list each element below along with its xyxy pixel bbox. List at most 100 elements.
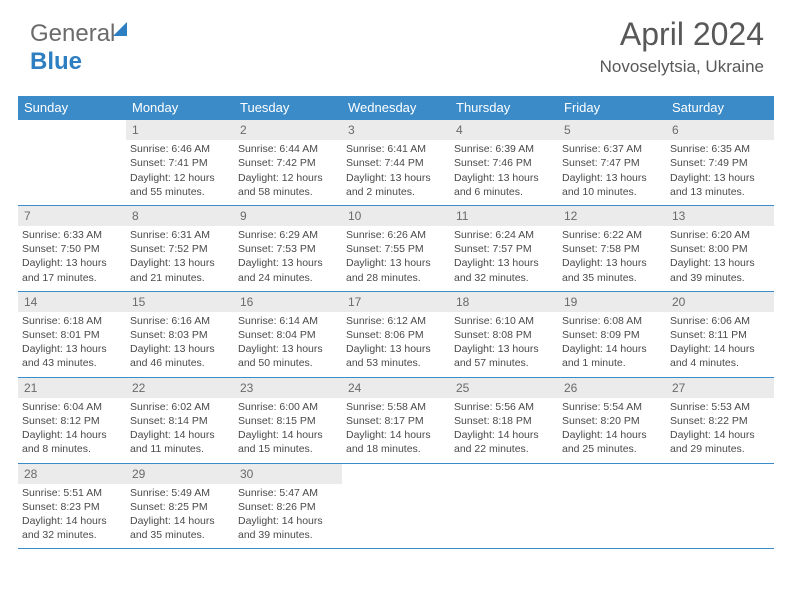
day-cell: 5Sunrise: 6:37 AMSunset: 7:47 PMDaylight… — [558, 120, 666, 205]
day-number: 30 — [234, 464, 342, 484]
sunset-text: Sunset: 8:17 PM — [346, 414, 446, 428]
day-cell: 2Sunrise: 6:44 AMSunset: 7:42 PMDaylight… — [234, 120, 342, 205]
day-cell: 30Sunrise: 5:47 AMSunset: 8:26 PMDayligh… — [234, 464, 342, 549]
sunset-text: Sunset: 8:08 PM — [454, 328, 554, 342]
day-number: 5 — [558, 120, 666, 140]
logo-text-2: Blue — [30, 48, 82, 75]
day-body: Sunrise: 6:35 AMSunset: 7:49 PMDaylight:… — [666, 140, 774, 205]
day-body: Sunrise: 6:04 AMSunset: 8:12 PMDaylight:… — [18, 398, 126, 463]
daylight-text: Daylight: 14 hours and 11 minutes. — [130, 428, 230, 456]
sunset-text: Sunset: 7:46 PM — [454, 156, 554, 170]
day-body: Sunrise: 6:16 AMSunset: 8:03 PMDaylight:… — [126, 312, 234, 377]
sunset-text: Sunset: 8:15 PM — [238, 414, 338, 428]
day-cell: 12Sunrise: 6:22 AMSunset: 7:58 PMDayligh… — [558, 206, 666, 291]
sunset-text: Sunset: 8:04 PM — [238, 328, 338, 342]
logo-triangle-icon — [113, 22, 127, 36]
day-number: 11 — [450, 206, 558, 226]
daylight-text: Daylight: 14 hours and 35 minutes. — [130, 514, 230, 542]
day-header: Wednesday — [342, 96, 450, 120]
sunset-text: Sunset: 8:06 PM — [346, 328, 446, 342]
day-cell: 28Sunrise: 5:51 AMSunset: 8:23 PMDayligh… — [18, 464, 126, 549]
sunset-text: Sunset: 8:03 PM — [130, 328, 230, 342]
day-body: Sunrise: 5:54 AMSunset: 8:20 PMDaylight:… — [558, 398, 666, 463]
day-body: Sunrise: 6:02 AMSunset: 8:14 PMDaylight:… — [126, 398, 234, 463]
sunrise-text: Sunrise: 6:12 AM — [346, 314, 446, 328]
sunrise-text: Sunrise: 6:22 AM — [562, 228, 662, 242]
day-number: 24 — [342, 378, 450, 398]
sunrise-text: Sunrise: 6:33 AM — [22, 228, 122, 242]
day-body: Sunrise: 6:12 AMSunset: 8:06 PMDaylight:… — [342, 312, 450, 377]
day-body: Sunrise: 6:20 AMSunset: 8:00 PMDaylight:… — [666, 226, 774, 291]
day-number — [18, 120, 126, 138]
day-number: 16 — [234, 292, 342, 312]
sunrise-text: Sunrise: 5:49 AM — [130, 486, 230, 500]
sunset-text: Sunset: 7:47 PM — [562, 156, 662, 170]
day-number — [342, 464, 450, 482]
daylight-text: Daylight: 13 hours and 2 minutes. — [346, 171, 446, 199]
sunset-text: Sunset: 8:11 PM — [670, 328, 770, 342]
sunset-text: Sunset: 8:18 PM — [454, 414, 554, 428]
daylight-text: Daylight: 12 hours and 58 minutes. — [238, 171, 338, 199]
sunset-text: Sunset: 7:52 PM — [130, 242, 230, 256]
day-number: 26 — [558, 378, 666, 398]
sunrise-text: Sunrise: 6:29 AM — [238, 228, 338, 242]
daylight-text: Daylight: 14 hours and 8 minutes. — [22, 428, 122, 456]
sunrise-text: Sunrise: 5:47 AM — [238, 486, 338, 500]
day-number — [450, 464, 558, 482]
sunrise-text: Sunrise: 6:10 AM — [454, 314, 554, 328]
day-body: Sunrise: 6:08 AMSunset: 8:09 PMDaylight:… — [558, 312, 666, 377]
sunrise-text: Sunrise: 6:08 AM — [562, 314, 662, 328]
day-number: 15 — [126, 292, 234, 312]
day-cell: 27Sunrise: 5:53 AMSunset: 8:22 PMDayligh… — [666, 378, 774, 463]
day-cell: 29Sunrise: 5:49 AMSunset: 8:25 PMDayligh… — [126, 464, 234, 549]
daylight-text: Daylight: 14 hours and 1 minute. — [562, 342, 662, 370]
day-body: Sunrise: 6:14 AMSunset: 8:04 PMDaylight:… — [234, 312, 342, 377]
day-cell: 22Sunrise: 6:02 AMSunset: 8:14 PMDayligh… — [126, 378, 234, 463]
daylight-text: Daylight: 13 hours and 10 minutes. — [562, 171, 662, 199]
sunrise-text: Sunrise: 6:39 AM — [454, 142, 554, 156]
daylight-text: Daylight: 13 hours and 24 minutes. — [238, 256, 338, 284]
day-cell — [666, 464, 774, 549]
day-body: Sunrise: 6:06 AMSunset: 8:11 PMDaylight:… — [666, 312, 774, 377]
day-header: Monday — [126, 96, 234, 120]
sunset-text: Sunset: 8:23 PM — [22, 500, 122, 514]
sunset-text: Sunset: 8:09 PM — [562, 328, 662, 342]
logo-text-1: General — [30, 20, 115, 47]
day-header: Thursday — [450, 96, 558, 120]
day-cell: 23Sunrise: 6:00 AMSunset: 8:15 PMDayligh… — [234, 378, 342, 463]
sunset-text: Sunset: 8:00 PM — [670, 242, 770, 256]
day-number: 19 — [558, 292, 666, 312]
daylight-text: Daylight: 14 hours and 22 minutes. — [454, 428, 554, 456]
week-row: 14Sunrise: 6:18 AMSunset: 8:01 PMDayligh… — [18, 292, 774, 378]
calendar-header-row: SundayMondayTuesdayWednesdayThursdayFrid… — [18, 96, 774, 120]
sunset-text: Sunset: 7:41 PM — [130, 156, 230, 170]
day-cell: 7Sunrise: 6:33 AMSunset: 7:50 PMDaylight… — [18, 206, 126, 291]
sunrise-text: Sunrise: 6:06 AM — [670, 314, 770, 328]
day-number: 2 — [234, 120, 342, 140]
week-row: 1Sunrise: 6:46 AMSunset: 7:41 PMDaylight… — [18, 120, 774, 206]
day-number: 8 — [126, 206, 234, 226]
day-number: 28 — [18, 464, 126, 484]
sunset-text: Sunset: 8:22 PM — [670, 414, 770, 428]
day-cell: 26Sunrise: 5:54 AMSunset: 8:20 PMDayligh… — [558, 378, 666, 463]
day-cell: 1Sunrise: 6:46 AMSunset: 7:41 PMDaylight… — [126, 120, 234, 205]
location-label: Novoselytsia, Ukraine — [600, 57, 764, 77]
day-cell: 13Sunrise: 6:20 AMSunset: 8:00 PMDayligh… — [666, 206, 774, 291]
day-body: Sunrise: 6:46 AMSunset: 7:41 PMDaylight:… — [126, 140, 234, 205]
sunset-text: Sunset: 7:50 PM — [22, 242, 122, 256]
week-row: 21Sunrise: 6:04 AMSunset: 8:12 PMDayligh… — [18, 378, 774, 464]
daylight-text: Daylight: 14 hours and 29 minutes. — [670, 428, 770, 456]
day-cell: 11Sunrise: 6:24 AMSunset: 7:57 PMDayligh… — [450, 206, 558, 291]
sunrise-text: Sunrise: 6:02 AM — [130, 400, 230, 414]
sunrise-text: Sunrise: 5:53 AM — [670, 400, 770, 414]
sunrise-text: Sunrise: 5:54 AM — [562, 400, 662, 414]
day-body: Sunrise: 5:58 AMSunset: 8:17 PMDaylight:… — [342, 398, 450, 463]
day-cell: 25Sunrise: 5:56 AMSunset: 8:18 PMDayligh… — [450, 378, 558, 463]
title-block: April 2024 Novoselytsia, Ukraine — [600, 16, 764, 77]
day-cell: 10Sunrise: 6:26 AMSunset: 7:55 PMDayligh… — [342, 206, 450, 291]
day-body: Sunrise: 6:10 AMSunset: 8:08 PMDaylight:… — [450, 312, 558, 377]
sunrise-text: Sunrise: 5:51 AM — [22, 486, 122, 500]
day-cell: 24Sunrise: 5:58 AMSunset: 8:17 PMDayligh… — [342, 378, 450, 463]
day-number: 10 — [342, 206, 450, 226]
daylight-text: Daylight: 14 hours and 25 minutes. — [562, 428, 662, 456]
